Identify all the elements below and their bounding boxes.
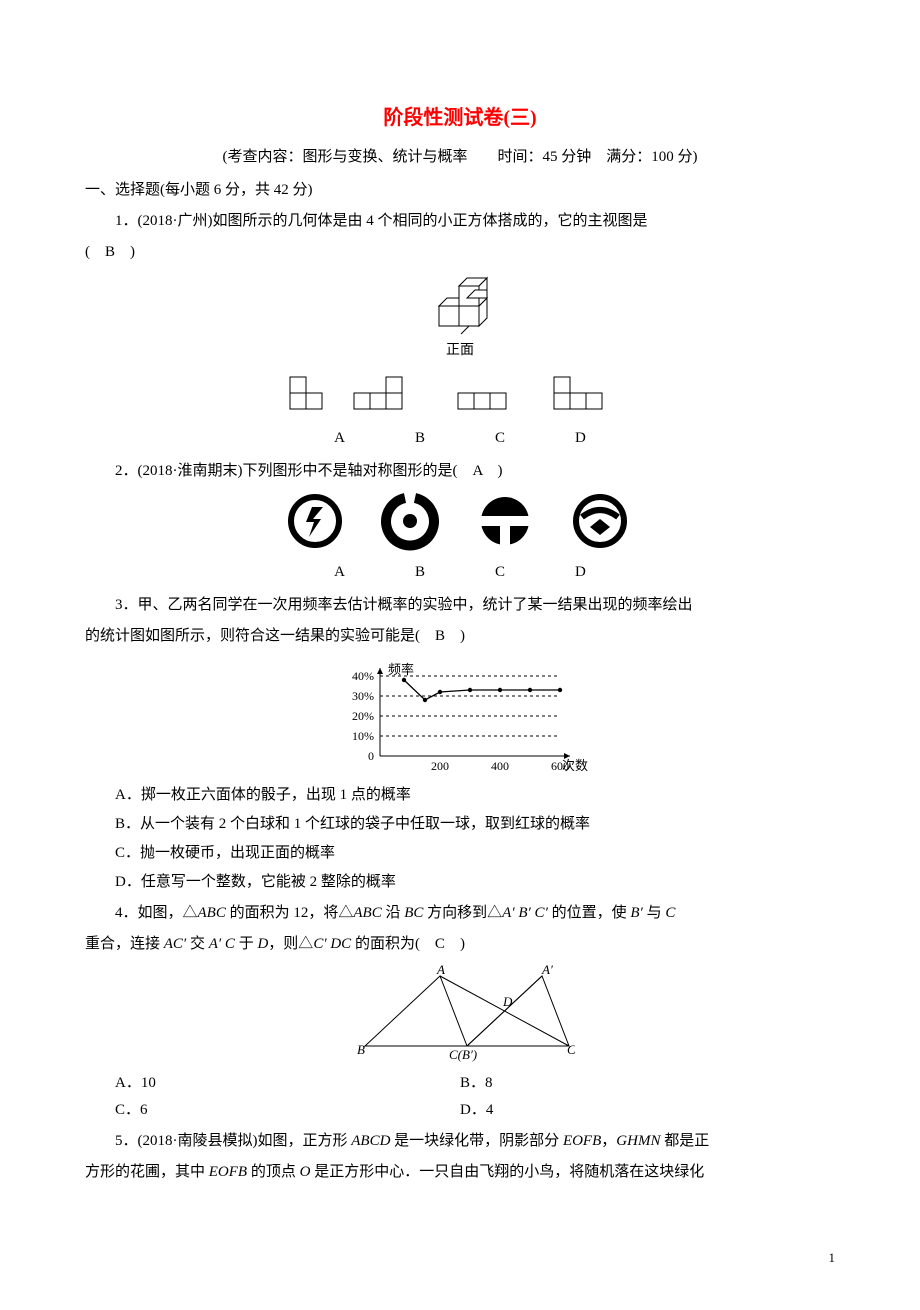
page-number: 1 bbox=[85, 1246, 835, 1269]
doc-title: 阶段性测试卷(三) bbox=[85, 100, 835, 136]
q1-opt-B: B bbox=[415, 425, 425, 452]
svg-text:C(B′): C(B′) bbox=[449, 1047, 477, 1062]
q2-opt-D: D bbox=[575, 559, 586, 586]
q1-opt-A: A bbox=[334, 425, 345, 452]
q4-line2: 重合，连接 AC′ 交 A′ C 于 D，则△C′ DC 的面积为( C ) bbox=[85, 931, 835, 958]
q2-opt-B: B bbox=[415, 559, 425, 586]
q2-text: 2．(2018·淮南期末)下列图形中不是轴对称图形的是( A ) bbox=[85, 458, 835, 485]
section-heading: 一、选择题(每小题 6 分，共 42 分) bbox=[85, 177, 835, 204]
svg-text:200: 200 bbox=[431, 759, 449, 773]
q4-figure: A A′ B C(B′) C′ D bbox=[85, 964, 835, 1064]
svg-text:C′: C′ bbox=[567, 1042, 575, 1057]
q2-option-labels: A B C D bbox=[85, 559, 835, 586]
q5-line2: 方形的花圃，其中 EOFB 的顶点 O 是正方形中心．一只自由飞翔的小鸟，将随机… bbox=[85, 1159, 835, 1186]
q4-opts-row1: A．10 B．8 bbox=[85, 1070, 835, 1097]
q4-opt-B: B．8 bbox=[460, 1070, 835, 1097]
q1-solid-svg bbox=[415, 272, 505, 342]
q2-opt-A: A bbox=[334, 559, 345, 586]
svg-text:0: 0 bbox=[368, 749, 374, 763]
q4-opt-A: A．10 bbox=[85, 1070, 460, 1097]
q4-line1: 4．如图，△ABC 的面积为 12，将△ABC 沿 BC 方向移到△A′ B′ … bbox=[85, 900, 835, 927]
svg-text:20%: 20% bbox=[352, 709, 374, 723]
q4-opts-row2: C．6 D．4 bbox=[85, 1097, 835, 1124]
svg-text:400: 400 bbox=[491, 759, 509, 773]
q1-opt-D: D bbox=[575, 425, 586, 452]
q2-figures bbox=[85, 491, 835, 553]
q3-chart-svg: 10%20%30%40%0200400600频率次数 bbox=[330, 656, 590, 776]
svg-text:D: D bbox=[502, 994, 513, 1009]
q3-opt-D: D．任意写一个整数，它能被 2 整除的概率 bbox=[85, 869, 835, 896]
q1-options-figures bbox=[85, 369, 835, 419]
q1-option-labels: A B C D bbox=[85, 425, 835, 452]
q3-line2: 的统计图如图所示，则符合这一结果的实验可能是( B ) bbox=[85, 623, 835, 650]
q1-views-svg bbox=[280, 369, 640, 419]
svg-text:A: A bbox=[436, 964, 445, 977]
q3-opt-B: B．从一个装有 2 个白球和 1 个红球的袋子中任取一球，取到红球的概率 bbox=[85, 811, 835, 838]
q1-opt-C: C bbox=[495, 425, 505, 452]
q4-opt-D: D．4 bbox=[460, 1097, 835, 1124]
svg-text:次数: 次数 bbox=[562, 758, 588, 773]
q3-line1: 3．甲、乙两名同学在一次用频率去估计概率的实验中，统计了某一结果出现的频率绘出 bbox=[85, 592, 835, 619]
q3-opt-C: C．抛一枚硬币，出现正面的概率 bbox=[85, 840, 835, 867]
q4-opt-C: C．6 bbox=[85, 1097, 460, 1124]
q5-line1: 5．(2018·南陵县模拟)如图，正方形 ABCD 是一块绿化带，阴影部分 EO… bbox=[85, 1128, 835, 1155]
q1-solid-figure: 正面 bbox=[85, 272, 835, 363]
q4-triangle-svg: A A′ B C(B′) C′ D bbox=[345, 964, 575, 1064]
q1-text-b: ( B ) bbox=[85, 244, 135, 260]
doc-meta: (考查内容：图形与变换、统计与概率 时间：45 分钟 满分：100 分) bbox=[85, 144, 835, 171]
svg-text:30%: 30% bbox=[352, 689, 374, 703]
q2-opt-C: C bbox=[495, 559, 505, 586]
q1-text: 1．(2018·广州)如图所示的几何体是由 4 个相同的小正方体搭成的，它的主视… bbox=[85, 208, 835, 235]
q1-answer-line: ( B ) bbox=[85, 239, 835, 266]
q1-front-label: 正面 bbox=[85, 338, 835, 363]
svg-text:40%: 40% bbox=[352, 669, 374, 683]
q3-opt-A: A．掷一枚正六面体的骰子，出现 1 点的概率 bbox=[85, 782, 835, 809]
q1-text-a: 1．(2018·广州)如图所示的几何体是由 4 个相同的小正方体搭成的，它的主视… bbox=[115, 213, 648, 229]
svg-text:频率: 频率 bbox=[388, 662, 414, 677]
svg-text:B: B bbox=[357, 1042, 365, 1057]
q3-chart: 10%20%30%40%0200400600频率次数 bbox=[85, 656, 835, 776]
q2-icons-svg bbox=[275, 491, 645, 553]
svg-text:10%: 10% bbox=[352, 729, 374, 743]
svg-text:A′: A′ bbox=[541, 964, 553, 977]
